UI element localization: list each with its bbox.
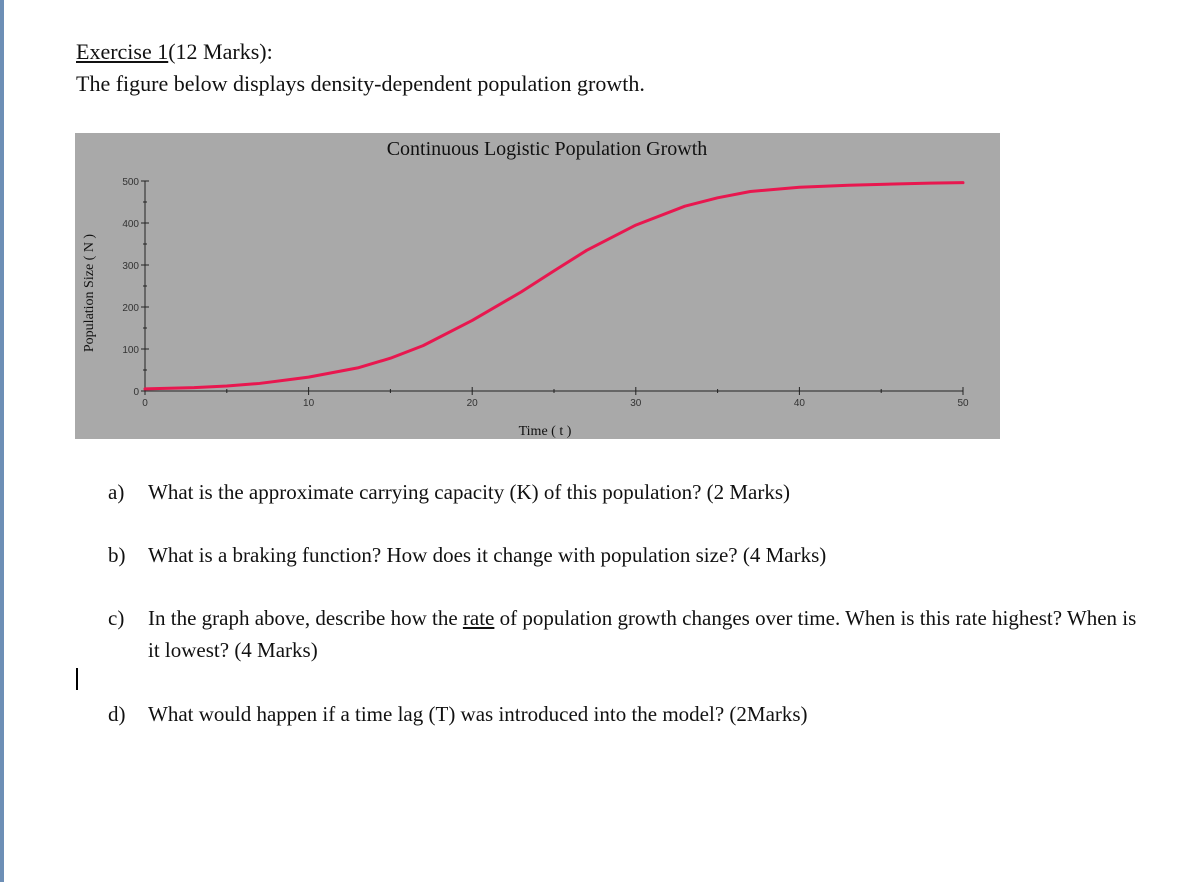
exercise-heading: Exercise 1(12 Marks): — [76, 38, 273, 66]
y-axis-label: Population Size ( N ) — [82, 234, 97, 353]
x-axis-label: Time ( t ) — [519, 424, 572, 439]
x-tick-label: 0 — [142, 398, 148, 409]
question-b-text: What is a braking function? How does it … — [148, 543, 827, 567]
y-tick-label: 300 — [122, 261, 139, 272]
x-tick-label: 20 — [467, 398, 479, 409]
x-tick-label: 10 — [303, 398, 315, 409]
question-d-letter: d) — [108, 702, 126, 726]
y-tick-label: 100 — [122, 345, 139, 356]
logistic-growth-chart: Continuous Logistic Population Growth Po… — [82, 138, 969, 439]
question-b-letter: b) — [108, 543, 126, 567]
chart-title: Continuous Logistic Population Growth — [387, 138, 708, 160]
x-tick-label: 40 — [794, 398, 806, 409]
chart-series-layer — [143, 181, 965, 391]
chart-ticks: 0 100 200 300 400 500 0 10 20 30 40 50 — [122, 177, 969, 409]
question-c-letter: c) — [108, 606, 125, 630]
y-tick-label: 500 — [122, 177, 139, 188]
question-d-text: What would happen if a time lag (T) was … — [148, 702, 808, 726]
y-tick-label: 400 — [122, 219, 139, 230]
text-cursor — [76, 668, 78, 690]
y-tick-label: 200 — [122, 303, 139, 314]
x-tick-label: 30 — [630, 398, 642, 409]
question-c-rate-underlined: rate — [462, 606, 495, 630]
series-line — [143, 181, 965, 391]
question-c-text: In the graph above, describe how the rat… — [148, 602, 1138, 666]
question-c-pre: In the graph above, describe how the — [148, 606, 463, 630]
question-a-text: What is the approximate carrying capacit… — [148, 480, 791, 504]
window-left-border — [0, 0, 4, 882]
intro-sentence: The figure below displays density-depend… — [76, 71, 645, 96]
exercise-heading-prefix: Exercise 1 — [76, 39, 169, 64]
chart-axes — [144, 181, 963, 392]
y-tick-label: 0 — [133, 387, 139, 398]
question-c-post: of population growth changes over time. … — [148, 606, 1137, 662]
question-a-letter: a) — [108, 480, 125, 504]
logistic-growth-figure: Continuous Logistic Population Growth Po… — [75, 133, 1000, 439]
exercise-heading-suffix: (12 Marks): — [168, 39, 273, 64]
x-tick-label: 50 — [957, 398, 969, 409]
